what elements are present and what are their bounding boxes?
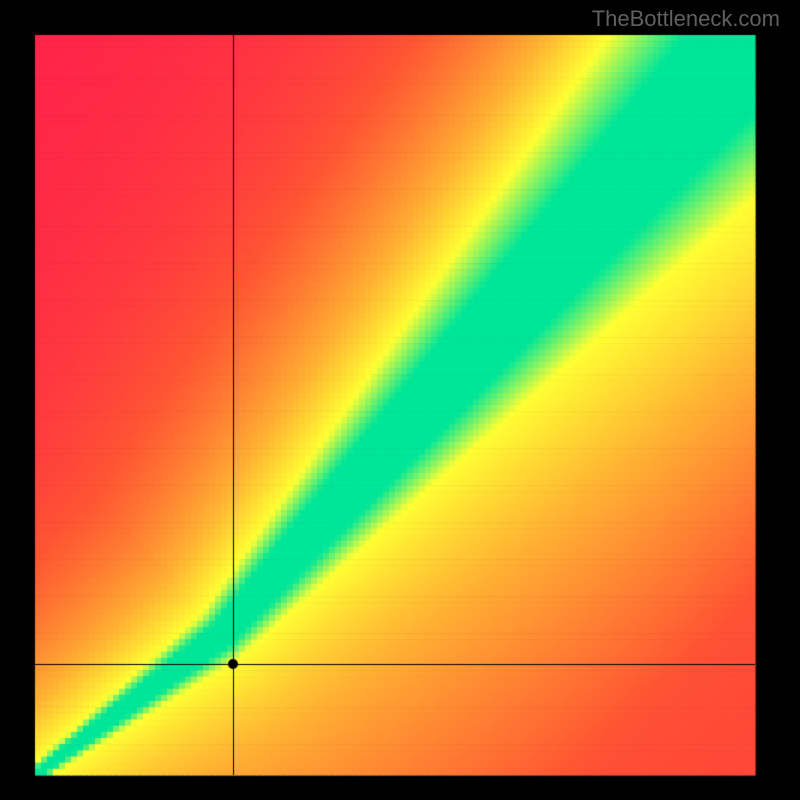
watermark-text: TheBottleneck.com [592, 6, 780, 32]
heatmap-canvas [0, 0, 800, 800]
chart-container: TheBottleneck.com [0, 0, 800, 800]
